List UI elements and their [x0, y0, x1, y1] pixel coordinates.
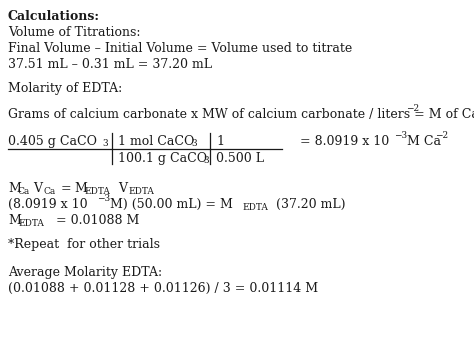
- Text: (37.20 mL): (37.20 mL): [272, 198, 346, 211]
- Text: −3: −3: [394, 131, 407, 140]
- Text: V: V: [33, 182, 42, 195]
- Text: M) (50.00 mL) = M: M) (50.00 mL) = M: [106, 198, 233, 211]
- Text: Grams of calcium carbonate x MW of calcium carbonate / liters = M of Ca: Grams of calcium carbonate x MW of calci…: [8, 108, 474, 121]
- Text: M: M: [8, 182, 21, 195]
- Text: EDTA: EDTA: [242, 203, 268, 212]
- Text: Average Molarity EDTA:: Average Molarity EDTA:: [8, 266, 162, 279]
- Text: Final Volume – Initial Volume = Volume used to titrate: Final Volume – Initial Volume = Volume u…: [8, 42, 352, 55]
- Text: = 8.0919 x 10: = 8.0919 x 10: [300, 135, 389, 148]
- Text: −3: −3: [97, 194, 110, 203]
- Text: M Ca: M Ca: [403, 135, 441, 148]
- Text: (0.01088 + 0.01128 + 0.01126) / 3 = 0.01114 M: (0.01088 + 0.01128 + 0.01126) / 3 = 0.01…: [8, 282, 318, 295]
- Text: M: M: [8, 214, 21, 227]
- Text: 1 mol CaCO: 1 mol CaCO: [118, 135, 194, 148]
- Text: Molarity of EDTA:: Molarity of EDTA:: [8, 82, 122, 95]
- Text: Ca: Ca: [18, 187, 30, 196]
- Text: *Repeat  for other trials: *Repeat for other trials: [8, 238, 160, 251]
- Text: M: M: [74, 182, 87, 195]
- Text: EDTA: EDTA: [18, 219, 44, 228]
- Text: EDTA: EDTA: [128, 187, 154, 196]
- Text: 100.1 g CaCO: 100.1 g CaCO: [118, 152, 207, 165]
- Text: = 0.01088 M: = 0.01088 M: [52, 214, 139, 227]
- Text: Ca: Ca: [43, 187, 55, 196]
- Text: −2: −2: [406, 104, 419, 113]
- Text: V: V: [118, 182, 127, 195]
- Text: 1: 1: [216, 135, 224, 148]
- Text: 37.51 mL – 0.31 mL = 37.20 mL: 37.51 mL – 0.31 mL = 37.20 mL: [8, 58, 212, 71]
- Text: 3: 3: [191, 139, 197, 148]
- Text: −2: −2: [435, 131, 448, 140]
- Text: (8.0919 x 10: (8.0919 x 10: [8, 198, 88, 211]
- Text: =: =: [57, 182, 76, 195]
- Text: EDTA: EDTA: [84, 187, 110, 196]
- Text: Volume of Titrations:: Volume of Titrations:: [8, 26, 140, 39]
- Text: 0.500 L: 0.500 L: [216, 152, 264, 165]
- Text: 0.405 g CaCO: 0.405 g CaCO: [8, 135, 97, 148]
- Text: 3: 3: [102, 139, 108, 148]
- Text: Calculations:: Calculations:: [8, 10, 100, 23]
- Text: 3: 3: [203, 156, 209, 165]
